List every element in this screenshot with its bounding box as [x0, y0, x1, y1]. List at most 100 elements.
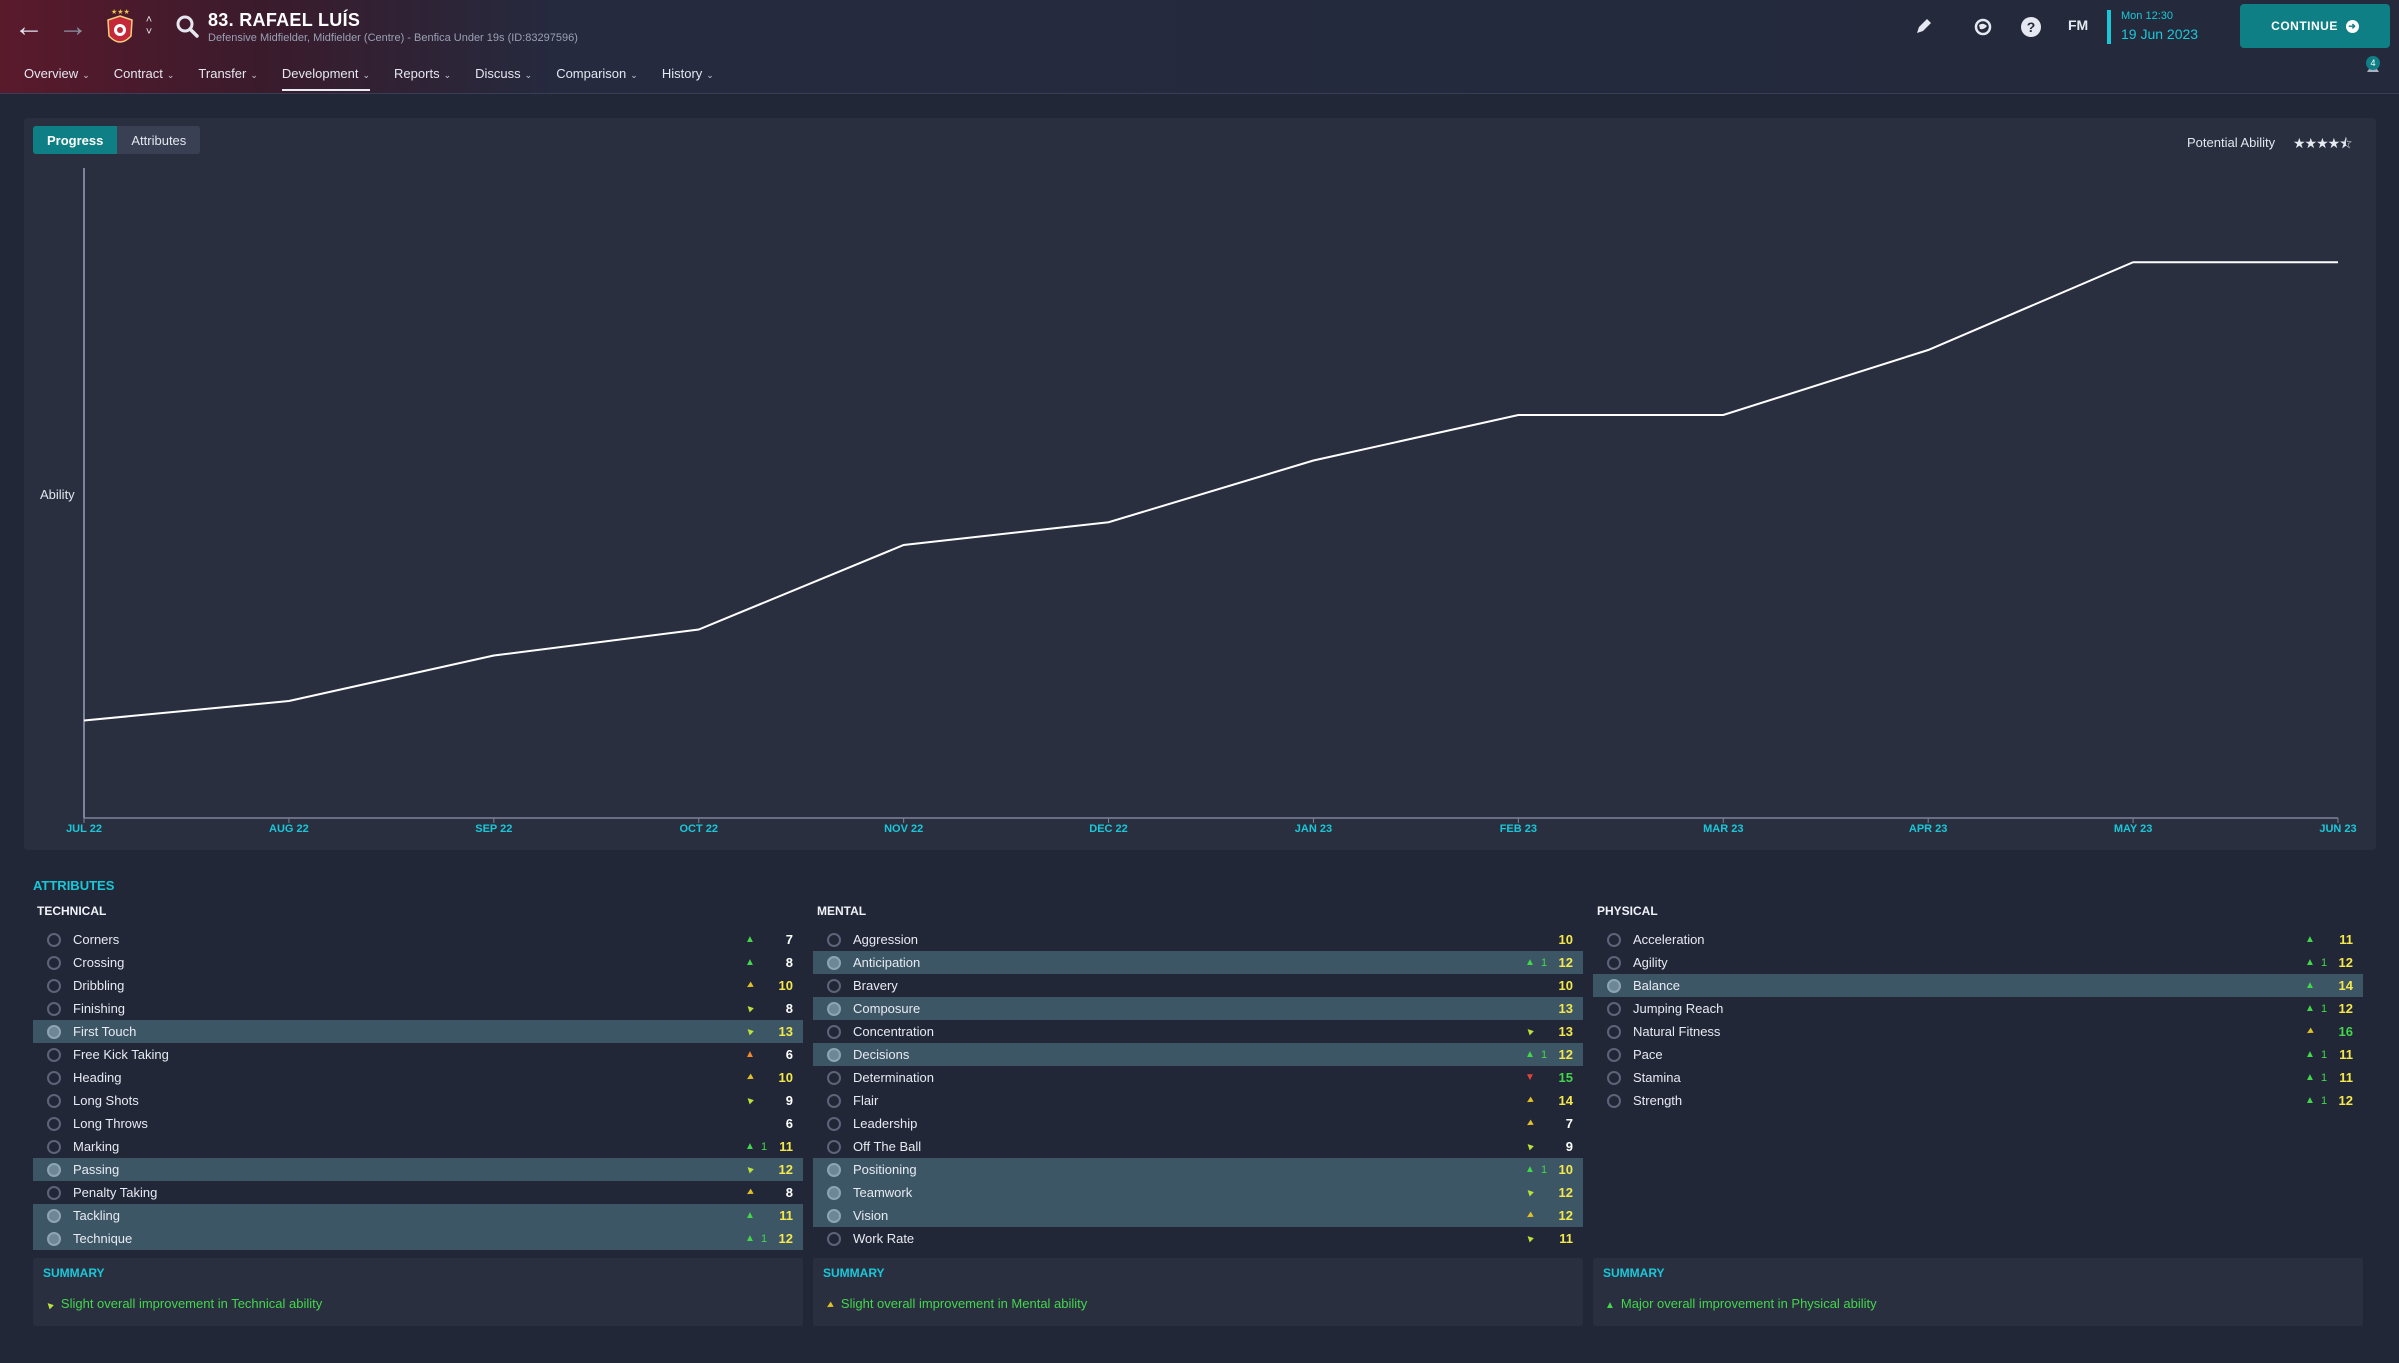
globe-icon[interactable] [1970, 14, 1996, 40]
potential-ability-label: Potential Ability [2187, 135, 2276, 150]
help-icon[interactable]: ? [2018, 14, 2044, 40]
attribute-row[interactable]: Concentration ▲ 13 [813, 1020, 1583, 1043]
attribute-row[interactable]: Tackling ▲ 11 [33, 1204, 803, 1227]
tab-attributes[interactable]: Attributes [117, 126, 201, 154]
attribute-name: Strength [1633, 1093, 1683, 1108]
attribute-row[interactable]: First Touch ▲ 13 [33, 1020, 803, 1043]
mental-title: MENTAL [817, 904, 867, 918]
attribute-value: 14 [2338, 978, 2353, 993]
attribute-row[interactable]: Positioning ▲ 1 10 [813, 1158, 1583, 1181]
tab-progress[interactable]: Progress [33, 126, 118, 154]
nav-comparison[interactable]: Comparison ⌄ [556, 62, 638, 91]
attribute-value: 11 [2339, 1047, 2353, 1062]
chevron-down-icon: ⌄ [166, 70, 175, 80]
club-crest-icon[interactable]: ★★★ [100, 6, 140, 50]
nav-contract[interactable]: Contract ⌄ [114, 62, 175, 91]
physical-title: PHYSICAL [1597, 904, 1658, 918]
back-arrow-icon[interactable]: ← [14, 10, 44, 43]
summary-text: ▲ Major overall improvement in Physical a… [1605, 1296, 1877, 1311]
attribute-row[interactable]: Heading ▲ 10 [33, 1066, 803, 1089]
attribute-row[interactable]: Off The Ball ▲ 9 [813, 1135, 1583, 1158]
attribute-row[interactable]: Composure 13 [813, 997, 1583, 1020]
attribute-value: 6 [785, 1047, 793, 1062]
attribute-row[interactable]: Jumping Reach ▲ 1 12 [1593, 997, 2363, 1020]
attribute-name: Off The Ball [853, 1139, 922, 1154]
training-focus-icon [47, 1231, 61, 1246]
x-tick-label: JUL 22 [66, 823, 102, 835]
attribute-row[interactable]: Crossing ▲ 8 [33, 951, 803, 974]
attribute-row[interactable]: Aggression 10 [813, 928, 1583, 951]
attribute-row[interactable]: Agility ▲ 1 12 [1593, 951, 2363, 974]
attribute-value: 10 [778, 978, 793, 993]
attribute-value: 13 [778, 1024, 793, 1039]
technical-column: TECHNICAL Corners ▲ 7 Crossing ▲ 8 Dribbling ▲ 1… [33, 904, 803, 1250]
nav-label: History [661, 66, 703, 81]
attribute-row[interactable]: Strength ▲ 1 12 [1593, 1089, 2363, 1112]
training-focus-icon [47, 1139, 61, 1154]
attribute-row[interactable]: Long Throws 6 [33, 1112, 803, 1135]
nav-transfer[interactable]: Transfer ⌄ [198, 62, 257, 91]
trend-arrow-icon: ▲ [2305, 1095, 2315, 1106]
continue-button[interactable]: CONTINUE ➜ [2240, 4, 2390, 48]
attribute-row[interactable]: Work Rate ▲ 11 [813, 1227, 1583, 1250]
trend-arrow-icon: ▲ [745, 1141, 755, 1152]
training-focus-icon [47, 1001, 61, 1016]
attribute-row[interactable]: Marking ▲ 1 11 [33, 1135, 803, 1158]
training-focus-icon [827, 1070, 841, 1085]
mental-column: MENTAL Aggression 10 Anticipation ▲ 1 12 Brave… [813, 904, 1583, 1250]
attribute-row[interactable]: Long Shots ▲ 9 [33, 1089, 803, 1112]
attribute-row[interactable]: Penalty Taking ▲ 8 [33, 1181, 803, 1204]
attribute-row[interactable]: Acceleration ▲ 11 [1593, 928, 2363, 951]
attribute-row[interactable]: Leadership ▲ 7 [813, 1112, 1583, 1135]
trend-arrow-icon: ▲ [2305, 1072, 2315, 1083]
attribute-value: 10 [1558, 978, 1573, 993]
nav-reports[interactable]: Reports ⌄ [394, 62, 451, 91]
attribute-row[interactable]: Natural Fitness ▲ 16 [1593, 1020, 2363, 1043]
attribute-row[interactable]: Dribbling ▲ 10 [33, 974, 803, 997]
attribute-value: 7 [1565, 1116, 1573, 1131]
attribute-row[interactable]: Corners ▲ 7 [33, 928, 803, 951]
attribute-value: 11 [2339, 1070, 2353, 1085]
attribute-name: Aggression [853, 932, 919, 947]
attribute-value: 8 [785, 1185, 793, 1200]
attribute-name: Long Throws [73, 1116, 148, 1131]
attribute-row[interactable]: Pace ▲ 1 11 [1593, 1043, 2363, 1066]
nav-overview[interactable]: Overview ⌄ [24, 62, 90, 91]
chevron-down-icon: ⌄ [443, 70, 452, 80]
attribute-row[interactable]: Technique ▲ 1 12 [33, 1227, 803, 1250]
attribute-row[interactable]: Passing ▲ 12 [33, 1158, 803, 1181]
attribute-row[interactable]: Stamina ▲ 1 11 [1593, 1066, 2363, 1089]
training-focus-icon [827, 1208, 841, 1223]
attribute-row[interactable]: Determination ▼ 15 [813, 1066, 1583, 1089]
trend-arrow-icon: ▲ [2305, 957, 2315, 968]
edit-pencil-icon[interactable] [1910, 14, 1936, 40]
attribute-row[interactable]: Finishing ▲ 8 [33, 997, 803, 1020]
attribute-name: Flair [853, 1093, 879, 1108]
x-tick-label: NOV 22 [884, 823, 923, 835]
view-tabs: Progress Attributes [33, 126, 201, 154]
attribute-row[interactable]: Free Kick Taking ▲ 6 [33, 1043, 803, 1066]
attribute-value: 8 [785, 955, 793, 970]
search-icon[interactable] [174, 13, 202, 41]
nav-discuss[interactable]: Discuss ⌄ [475, 62, 532, 91]
trend-arrow-icon: ▲ [1525, 1164, 1535, 1175]
attribute-row[interactable]: Anticipation ▲ 1 12 [813, 951, 1583, 974]
player-switch-icon[interactable]: ˄ ˅ [145, 14, 153, 38]
forward-arrow-icon[interactable]: → [58, 10, 88, 43]
attribute-row[interactable]: Decisions ▲ 1 12 [813, 1043, 1583, 1066]
attribute-row[interactable]: Flair ▲ 14 [813, 1089, 1583, 1112]
nav-history[interactable]: History ⌄ [662, 62, 714, 91]
attribute-row[interactable]: Vision ▲ 12 [813, 1204, 1583, 1227]
attribute-row[interactable]: Balance ▲ 14 [1593, 974, 2363, 997]
x-tick-label: MAY 23 [2114, 823, 2153, 835]
attribute-value: 13 [1558, 1024, 1573, 1039]
date-accent-bar [2107, 10, 2111, 44]
fm-logo[interactable]: FM [2068, 17, 2089, 33]
technical-summary: SUMMARY ▲ Slight overall improvement in T… [33, 1258, 803, 1326]
nav-development[interactable]: Development ⌄ [281, 62, 371, 91]
attribute-name: First Touch [73, 1024, 137, 1039]
attribute-row[interactable]: Teamwork ▲ 12 [813, 1181, 1583, 1204]
attribute-row[interactable]: Bravery 10 [813, 974, 1583, 997]
attribute-name: Balance [1633, 978, 1680, 993]
attribute-name: Leadership [853, 1116, 918, 1131]
